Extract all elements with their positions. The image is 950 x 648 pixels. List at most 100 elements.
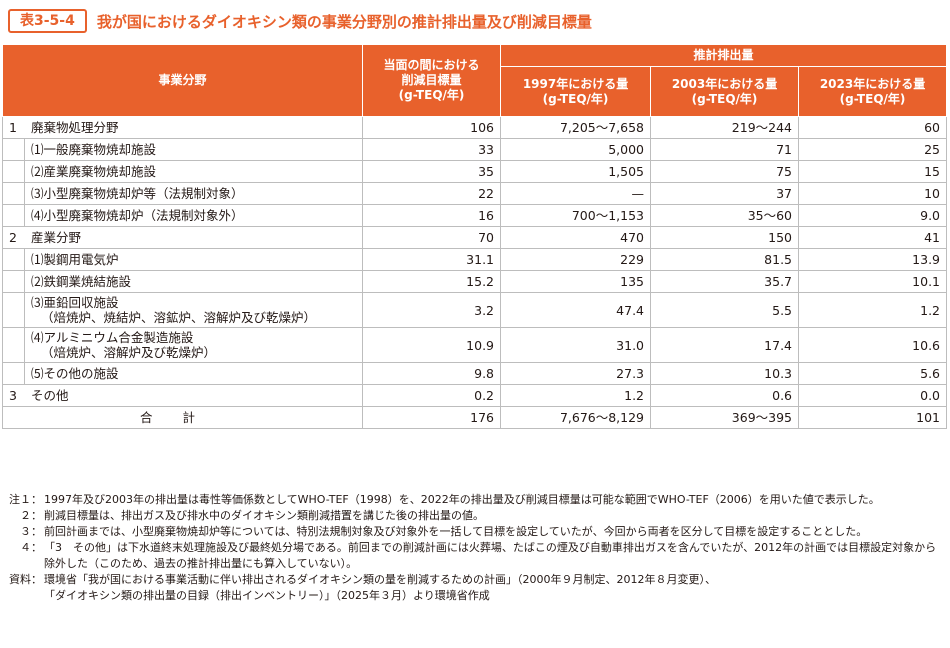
subcategory-cell: ⑶亜鉛回収施設 （焙焼炉、焼結炉、溶鉱炉、溶解炉及び乾燥炉） <box>23 292 364 328</box>
note-row: ２： 削減目標量は、排出ガス及び排水中のダイオキシン類削減措置を講じた後の排出量の… <box>4 508 944 524</box>
subcategory-label: ⑴一般廃棄物焼却施設 <box>23 138 364 161</box>
note-row: 資料： 環境省「我が国における事業活動に伴い排出されるダイオキシン類の量を削減する… <box>4 572 944 588</box>
emissions-table: 事業分野 当面の間における 削減目標量 (g-TEQ/年) 推計排出量 1997… <box>1 44 948 429</box>
value-2003: 369～395 <box>650 406 800 429</box>
value-2023: 10.6 <box>798 327 948 363</box>
value-1997: — <box>500 182 652 205</box>
title-bar: 表3-5-4 我が国におけるダイオキシン類の事業分野別の推計排出量及び削減目標量 <box>8 8 592 34</box>
note-row: 注１： 1997年及び2003年の排出量は毒性等価係数としてWHO-TEF（199… <box>4 492 944 508</box>
value-2003: 5.5 <box>650 292 800 328</box>
value-1997: 700～1,153 <box>500 204 652 227</box>
value-2003: 35～60 <box>650 204 800 227</box>
header-1997: 1997年における量 (g-TEQ/年) <box>500 66 652 117</box>
table-body: 1 廃棄物処理分野 106 7,205～7,658 219～244 60 ⑴一般廃棄物焼却施… <box>1 116 948 429</box>
indent-cell <box>2 204 25 227</box>
target-value: 106 <box>362 116 502 139</box>
header-2023: 2023年における量 (g-TEQ/年) <box>798 66 948 117</box>
value-1997: 5,000 <box>500 138 652 161</box>
target-value: 35 <box>362 160 502 183</box>
value-2003: 75 <box>650 160 800 183</box>
table-row: 合計 176 7,676～8,129 369～395 101 <box>1 406 948 429</box>
target-value: 176 <box>362 406 502 429</box>
value-2023: 25 <box>798 138 948 161</box>
value-1997: 7,676～8,129 <box>500 406 652 429</box>
value-1997: 470 <box>500 226 652 249</box>
category-number: 2 <box>9 230 17 245</box>
value-1997: 135 <box>500 270 652 293</box>
value-1997: 31.0 <box>500 327 652 363</box>
subcategory-detail: （焙焼炉、溶解炉及び乾燥炉） <box>41 345 217 360</box>
total-label: 合計 <box>1 406 364 429</box>
value-2023: 1.2 <box>798 292 948 328</box>
header-category: 事業分野 <box>1 44 364 117</box>
note-key <box>4 588 44 604</box>
target-value: 9.8 <box>362 362 502 385</box>
category-number: 1 <box>9 120 17 135</box>
indent-cell <box>2 270 25 293</box>
category-cell: 2 産業分野 <box>1 226 364 249</box>
subcategory-label: ⑶亜鉛回収施設 <box>31 295 119 310</box>
table-row: ⑴一般廃棄物焼却施設 33 5,000 71 25 <box>2 138 948 161</box>
note-text: 環境省「我が国における事業活動に伴い排出されるダイオキシン類の量を削減するための… <box>44 573 716 586</box>
target-value: 33 <box>362 138 502 161</box>
target-value: 22 <box>362 182 502 205</box>
table-row: ⑵鉄鋼業焼結施設 15.2 135 35.7 10.1 <box>2 270 948 293</box>
value-2003: 37 <box>650 182 800 205</box>
target-value: 10.9 <box>362 327 502 363</box>
note-key: ４： <box>20 541 42 554</box>
subcategory-detail: （焙焼炉、焼結炉、溶鉱炉、溶解炉及び乾燥炉） <box>41 310 317 325</box>
table-row: ⑵産業廃棄物焼却施設 35 1,505 75 15 <box>2 160 948 183</box>
category-label: その他 <box>31 388 69 403</box>
note-text: 前回計画までは、小型廃棄物焼却炉等については、特別法規制対象及び対象外を一括して… <box>44 525 868 538</box>
target-value: 3.2 <box>362 292 502 328</box>
value-2023: 10 <box>798 182 948 205</box>
subcategory-label: ⑷小型廃棄物焼却炉（法規制対象外） <box>23 204 364 227</box>
value-2003: 17.4 <box>650 327 800 363</box>
value-2003: 219～244 <box>650 116 800 139</box>
table-row: ⑴製鋼用電気炉 31.1 229 81.5 13.9 <box>2 248 948 271</box>
header-target: 当面の間における 削減目標量 (g-TEQ/年) <box>362 44 502 117</box>
value-2003: 10.3 <box>650 362 800 385</box>
subcategory-label: ⑶小型廃棄物焼却炉等（法規制対象） <box>23 182 364 205</box>
table-row: 2 産業分野 70 470 150 41 <box>1 226 948 249</box>
value-2023: 101 <box>798 406 948 429</box>
subcategory-label: ⑴製鋼用電気炉 <box>23 248 364 271</box>
note-text: 「3 その他」は下水道終末処理施設及び最終処分場である。前回までの削減計画には火… <box>44 541 937 570</box>
table-row: ⑸その他の施設 9.8 27.3 10.3 5.6 <box>2 362 948 385</box>
subcategory-label: ⑵鉄鋼業焼結施設 <box>23 270 364 293</box>
notes: 注１： 1997年及び2003年の排出量は毒性等価係数としてWHO-TEF（199… <box>4 492 944 604</box>
value-2023: 13.9 <box>798 248 948 271</box>
note-row: ３： 前回計画までは、小型廃棄物焼却炉等については、特別法規制対象及び対象外を一括… <box>4 524 944 540</box>
indent-cell <box>2 292 25 328</box>
value-2003: 81.5 <box>650 248 800 271</box>
indent-cell <box>2 160 25 183</box>
category-label: 廃棄物処理分野 <box>31 120 119 135</box>
value-1997: 1,505 <box>500 160 652 183</box>
value-1997: 7,205～7,658 <box>500 116 652 139</box>
table-row: ⑷アルミニウム合金製造施設 （焙焼炉、溶解炉及び乾燥炉） 10.9 31.0 17.4 1… <box>2 327 948 363</box>
value-1997: 27.3 <box>500 362 652 385</box>
note-row: ４： 「3 その他」は下水道終末処理施設及び最終処分場である。前回までの削減計画に… <box>4 540 944 572</box>
target-value: 16 <box>362 204 502 227</box>
note-row: 「ダイオキシン類の排出量の目録（排出インベントリー）」（2025年３月）より環境… <box>4 588 944 604</box>
table-row: 3 その他 0.2 1.2 0.6 0.0 <box>1 384 948 407</box>
value-2003: 150 <box>650 226 800 249</box>
category-number: 3 <box>9 388 17 403</box>
note-key: 資料： <box>9 573 42 586</box>
value-1997: 1.2 <box>500 384 652 407</box>
indent-cell <box>2 327 25 363</box>
note-key: ２： <box>20 509 42 522</box>
indent-cell <box>2 138 25 161</box>
indent-cell <box>2 362 25 385</box>
value-2023: 15 <box>798 160 948 183</box>
table-row: ⑶小型廃棄物焼却炉等（法規制対象） 22—37 10 <box>2 182 948 205</box>
value-1997: 47.4 <box>500 292 652 328</box>
value-2023: 41 <box>798 226 948 249</box>
indent-cell <box>2 248 25 271</box>
value-2003: 71 <box>650 138 800 161</box>
header-2003: 2003年における量 (g-TEQ/年) <box>650 66 800 117</box>
subcategory-label: ⑸その他の施設 <box>23 362 364 385</box>
target-value: 15.2 <box>362 270 502 293</box>
value-2023: 9.0 <box>798 204 948 227</box>
note-text: 削減目標量は、排出ガス及び排水中のダイオキシン類削減措置を講じた後の排出量の値。 <box>44 509 484 522</box>
